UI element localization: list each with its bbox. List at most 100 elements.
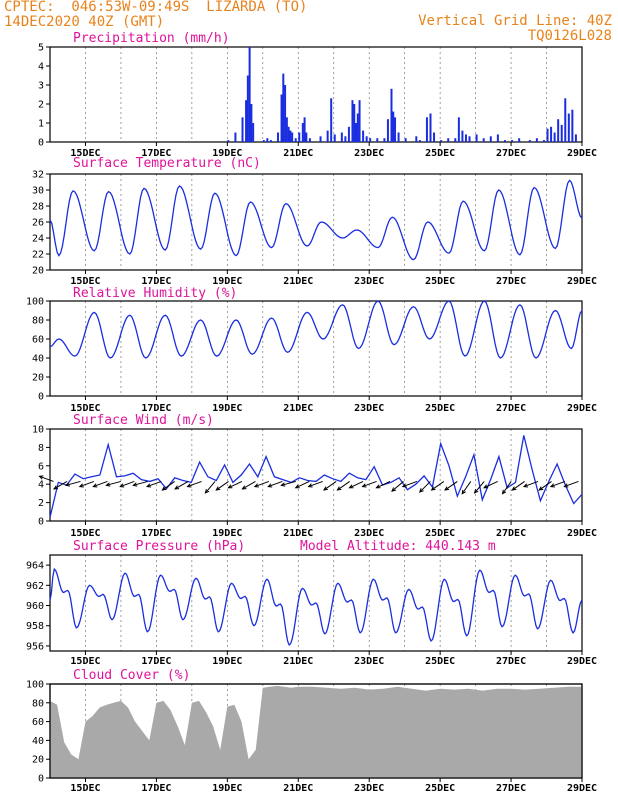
grid-line-label: Vertical Grid Line: 40Z (418, 13, 612, 29)
precipitation-bar (344, 136, 347, 142)
precipitation-bar (347, 126, 350, 142)
panel-3: 0 20 40 60 80 100 15DEC 17DEC 19DEC 21DEC 23DEC 25D… (26, 286, 597, 414)
precipitation-bar (289, 130, 292, 142)
wind-vector-head (549, 483, 555, 488)
y-tick-label: 6 (38, 461, 44, 472)
wind-vector-head (161, 486, 167, 491)
panel-frame (49, 683, 583, 779)
precipitation-bar (358, 100, 361, 142)
y-tick-label: 100 (26, 680, 44, 691)
precipitation-bar (553, 132, 556, 142)
precipitation-bar (227, 140, 230, 142)
date-line: 14DEC2020 40Z (GMT) (4, 14, 165, 30)
precipitation-bar (560, 124, 563, 142)
wind-vector (444, 481, 458, 491)
precipitation-bar (574, 134, 577, 142)
y-tick-label: 962 (26, 581, 44, 592)
precipitation-bar (482, 138, 485, 142)
precipitation-bar (303, 117, 306, 142)
precipitation-bar (433, 132, 436, 142)
precipitation-bar (475, 134, 478, 142)
panel-1: 0 1 2 3 4 5 15DEC 17DEC 19DEC 21DEC 23DEC 25DEC 27DE… (38, 31, 597, 159)
wind-vector-head (461, 489, 466, 495)
panel-frame (49, 428, 583, 522)
x-tick-label: 25DEC (425, 403, 455, 414)
wind-vector-head (186, 483, 192, 488)
x-tick-label: 29DEC (567, 528, 597, 539)
x-tick-label: 17DEC (141, 276, 171, 287)
precipitation-bar (503, 140, 506, 142)
x-tick-label: 15DEC (70, 783, 100, 794)
wind-vector (39, 475, 54, 482)
x-tick-label: 27DEC (496, 783, 526, 794)
precipitation-bar (489, 136, 492, 142)
precipitation-bar (252, 123, 255, 142)
wind-vector (550, 480, 566, 488)
panel-frame (49, 173, 583, 271)
x-tick-label: 23DEC (354, 148, 384, 159)
wind-vector-head (473, 488, 479, 494)
y-tick-label: 0 (38, 138, 44, 149)
y-tick-label: 0 (38, 392, 44, 403)
wind-vector-head (119, 483, 125, 488)
x-tick-label: 29DEC (567, 276, 597, 287)
precipitation-bar (542, 140, 545, 142)
x-tick-label: 29DEC (567, 656, 597, 667)
y-tick-label: 20 (32, 266, 44, 277)
y-tick-label: 80 (32, 698, 44, 709)
y-tick-label: 28 (32, 202, 44, 213)
x-tick-label: 23DEC (354, 528, 384, 539)
precipitation-bar (535, 138, 538, 142)
y-tick-label: 10 (32, 425, 44, 436)
wind-vector-head (38, 475, 44, 480)
x-tick-label: 25DEC (425, 528, 455, 539)
precipitation-bar (326, 130, 329, 142)
y-tick-label: 22 (32, 250, 44, 261)
precipitation-bar (567, 113, 570, 142)
precipitation-bar (282, 73, 285, 142)
wind-vector-head (132, 482, 138, 487)
x-tick-label: 27DEC (496, 528, 526, 539)
wind-vector (162, 481, 175, 491)
wind-vector (362, 480, 377, 488)
x-tick-label: 27DEC (496, 656, 526, 667)
y-tick-label: 80 (32, 316, 44, 327)
precipitation-bar (461, 130, 464, 142)
precipitation-bar (383, 138, 386, 142)
precipitation-bar (496, 134, 499, 142)
wind-vector (79, 480, 95, 488)
wind-vector-head (280, 482, 286, 487)
wind-vector-head (78, 483, 84, 488)
wind-vector (254, 480, 270, 488)
wind-vector (308, 480, 323, 488)
wind-vector (53, 481, 68, 490)
x-tick-label: 29DEC (567, 148, 597, 159)
wind-vector (174, 481, 189, 490)
y-tick-label: 20 (32, 373, 44, 384)
precipitation-bar (415, 136, 418, 142)
humidity-line (49, 300, 583, 359)
x-tick-label: 27DEC (496, 403, 526, 414)
wind-vector-head (92, 483, 98, 488)
precipitation-bar (262, 140, 265, 142)
wind-vector (461, 481, 472, 495)
wind-vector-head (336, 486, 342, 491)
x-tick-label: 17DEC (141, 148, 171, 159)
x-tick-label: 25DEC (425, 783, 455, 794)
precipitation-bar (351, 100, 354, 142)
y-tick-label: 100 (26, 297, 44, 308)
precipitation-bar (571, 109, 574, 142)
wind-vector (187, 480, 202, 488)
wind-vector (106, 480, 121, 486)
wind-vector (502, 481, 512, 495)
y-tick-label: 0 (38, 517, 44, 528)
x-tick-label: 17DEC (141, 403, 171, 414)
x-tick-label: 27DEC (496, 276, 526, 287)
wind-vector-head (430, 486, 436, 491)
wind-vector-head (215, 486, 221, 491)
x-tick-label: 23DEC (354, 276, 384, 287)
precipitation-bar (353, 104, 356, 142)
x-tick-label: 23DEC (354, 783, 384, 794)
precipitation-bar (468, 136, 471, 142)
x-tick-label: 27DEC (496, 148, 526, 159)
